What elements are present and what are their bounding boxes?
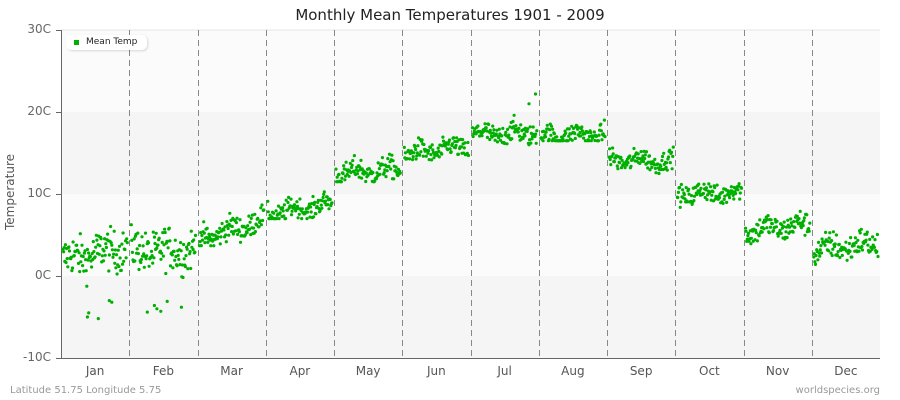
y-tick-label: 20C [27,104,51,118]
x-tick-label: Jan [85,364,105,378]
x-tick-label: Feb [152,364,174,378]
legend[interactable]: Mean Temp [66,35,148,50]
x-tick-label: Mar [220,364,243,378]
y-tick-label: 30C [27,22,51,36]
chart-title: Monthly Mean Temperatures 1901 - 2009 [295,6,605,24]
axes [56,30,880,359]
background-bands [61,29,880,358]
x-tick-label: May [355,364,381,378]
legend-swatch-icon [74,39,79,45]
x-tick-label: Apr [289,364,311,378]
y-tick-label: 0C [34,268,51,282]
source-credit[interactable]: worldspecies.org [795,385,880,396]
x-tick-label: Oct [699,364,720,378]
y-tick-label: 10C [27,186,51,200]
x-tick-label: Sep [629,364,653,378]
location-caption: Latitude 51.75 Longitude 5.75 [10,385,162,396]
x-tick-label: Aug [561,364,585,378]
data-points [61,92,880,321]
x-tick-label: Jun [427,364,446,378]
y-tick-label: -10C [23,350,51,364]
x-tick-label: Jul [497,364,512,378]
x-tick-label: Nov [765,364,790,378]
legend-label: Mean Temp [86,37,138,47]
month-gridlines [129,30,813,358]
x-tick-label: Dec [834,364,858,378]
